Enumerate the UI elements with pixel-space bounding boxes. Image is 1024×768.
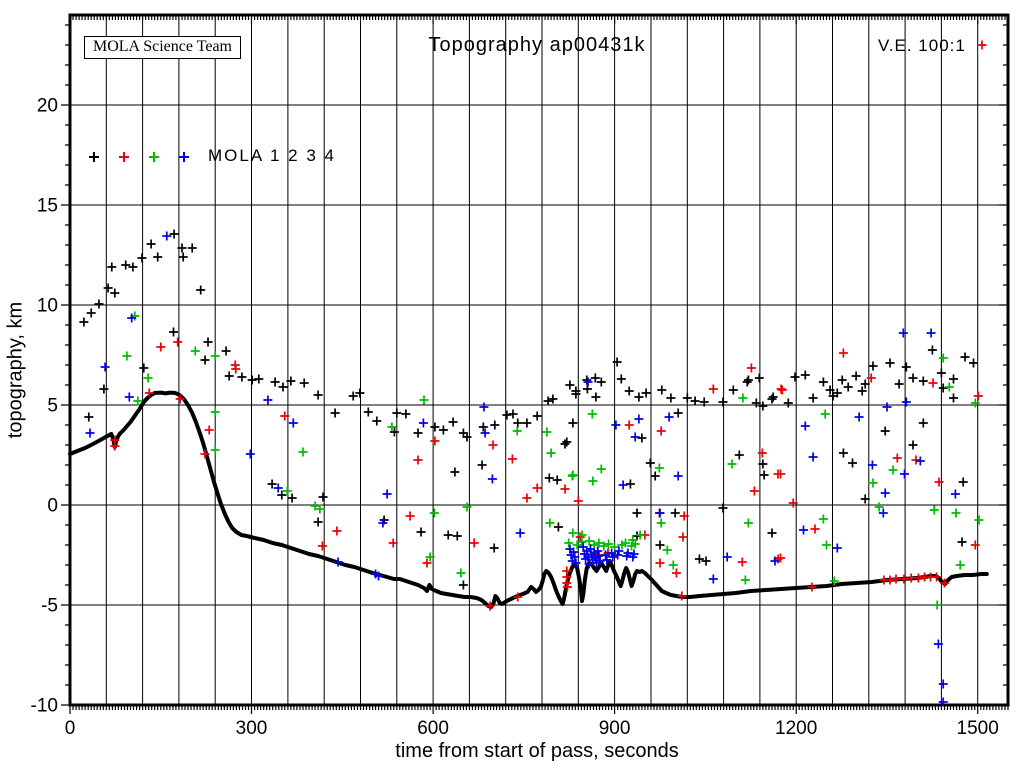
mola-science-team-box: MOLA Science Team [84,36,241,59]
topography-profile-trace [68,390,989,609]
axis-ticks [61,15,1009,714]
x-tick-label: 600 [417,718,449,739]
x-tick-label: 900 [599,718,631,739]
mola1-cross-icon [88,150,100,162]
gridlines [70,15,1008,706]
mola-science-team-label: MOLA Science Team [93,38,232,55]
mola4-cross-icon [178,150,190,162]
mola4-scatter-points [85,231,960,707]
mola2-scatter-points [110,40,987,611]
x-tick-label: 0 [65,718,76,739]
legend: MOLA 1 2 3 4 [88,146,336,166]
mola3-scatter-points [122,311,984,610]
y-axis-label: topography, km [4,301,27,439]
mola2-cross-icon [118,150,130,162]
y-tick-label: 15 [37,196,58,217]
mola1-scatter-points [79,229,978,590]
chart-title: Topography ap00431k [428,34,646,56]
x-axis-label: time from start of pass, seconds [395,740,679,762]
y-tick-label: 0 [47,496,58,517]
legend-label: MOLA 1 2 3 4 [208,146,336,165]
plot-frame [68,13,1010,707]
mola3-cross-icon [148,150,160,162]
y-tick-label: 5 [47,396,58,417]
y-tick-label: -10 [31,696,58,717]
x-tick-label: 1500 [957,718,999,739]
x-tick-label: 300 [236,718,268,739]
vertical-exaggeration-label: V.E. 100:1 [878,36,966,55]
y-tick-label: 20 [37,96,58,117]
y-tick-label: -5 [41,596,58,617]
y-tick-label: 10 [37,296,58,317]
x-tick-label: 1200 [775,718,817,739]
